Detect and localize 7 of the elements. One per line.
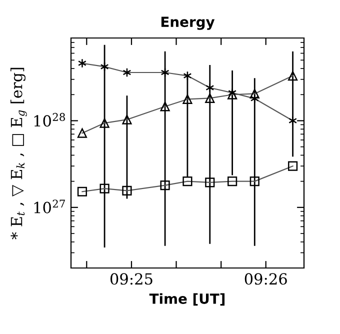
y-tick-label: 10$^{27}$ [34,200,65,214]
x-tick-label: 09:26 [244,273,287,285]
chart-title: Energy [161,16,215,30]
x-axis-title: Time [UT] [149,293,225,306]
x-tick-label: 09:25 [110,273,152,285]
y-axis-title: * E$_{t}$ , ▽ E$_{k}$ , □ E$_{g}$ [erg] [10,68,27,240]
y-tick-label: 10$^{28}$ [34,112,65,127]
